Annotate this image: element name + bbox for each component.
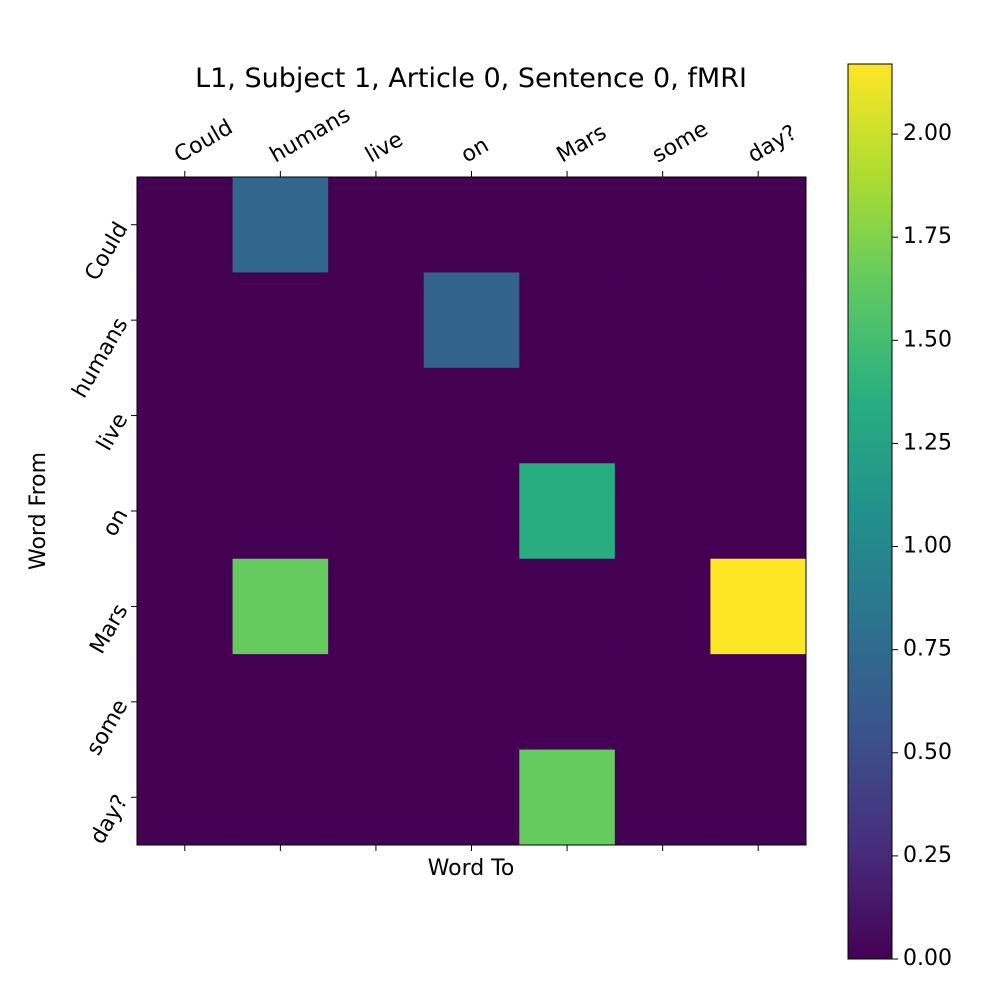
colorbar-tick-label: 1.00 — [903, 534, 952, 559]
x-tick-label: on — [457, 133, 493, 168]
heatmap-cell — [614, 654, 711, 751]
heatmap-cell — [328, 654, 425, 751]
y-tick-label: day? — [86, 791, 134, 849]
colorbar-tick-label: 1.75 — [903, 224, 952, 249]
heatmap-cell — [232, 654, 329, 751]
heatmap-cell — [710, 177, 807, 273]
heatmap-cell — [710, 367, 807, 464]
heatmap-cell — [232, 558, 329, 655]
x-tick-label: some — [648, 117, 712, 169]
heatmap-cell — [614, 177, 711, 273]
heatmap-cell — [710, 272, 807, 369]
y-tick-label: some — [82, 695, 134, 759]
heatmap-cell — [519, 558, 616, 655]
heatmap-cell — [137, 177, 234, 273]
heatmap-cell — [710, 749, 807, 846]
y-tick-label: live — [92, 409, 133, 455]
colorbar-ticks: 0.00 0.25 0.50 0.75 1.00 1.25 1.50 1.75 2.00 — [892, 121, 952, 971]
heatmap-cell — [614, 463, 711, 560]
heatmap-cell — [328, 272, 425, 369]
heatmap-cell — [137, 558, 234, 655]
heatmap-cell — [710, 463, 807, 560]
heatmap-cell — [423, 177, 520, 273]
heatmap-cell — [710, 558, 807, 655]
colorbar-tick-label: 1.50 — [903, 327, 952, 352]
y-tick-label: Mars — [85, 600, 133, 658]
heatmap-cell — [137, 654, 234, 751]
x-axis-label: Word To — [428, 856, 515, 881]
heatmap-cell — [137, 463, 234, 560]
x-tick-labels: Could humans live on Mars some day? — [170, 102, 801, 168]
heatmap-cell — [232, 272, 329, 369]
heatmap-cell — [232, 749, 329, 846]
heatmap-cell — [614, 749, 711, 846]
heatmap-cell — [423, 654, 520, 751]
colorbar — [847, 63, 893, 960]
heatmap-cell — [232, 463, 329, 560]
colorbar-tick-label: 2.00 — [903, 121, 952, 146]
heatmap-cell — [328, 749, 425, 846]
x-tick-label: Mars — [553, 120, 611, 168]
heatmap-cell — [232, 177, 329, 273]
heatmap-cell — [137, 749, 234, 846]
heatmap-cell — [519, 177, 616, 273]
heatmap-cell — [614, 272, 711, 369]
y-tick-label: humans — [68, 314, 134, 403]
y-axis-label: Word From — [26, 452, 51, 570]
heatmap-cell — [328, 177, 425, 273]
heatmap-cell — [519, 367, 616, 464]
y-tick-marks — [131, 224, 137, 798]
heatmap-cell — [519, 463, 616, 560]
heatmap-cell — [519, 272, 616, 369]
heatmap-cell — [614, 367, 711, 464]
heatmap-cell — [519, 654, 616, 751]
heatmap-cell — [710, 654, 807, 751]
heatmap-cell — [423, 749, 520, 846]
x-tick-label: live — [361, 127, 407, 168]
y-tick-label: on — [98, 505, 133, 541]
heatmap-cell — [519, 749, 616, 846]
heatmap-cell — [328, 367, 425, 464]
heatmap-cell — [328, 463, 425, 560]
colorbar-tick-label: 0.00 — [903, 946, 952, 971]
heatmap-cells — [137, 177, 807, 846]
heatmap-cell — [423, 272, 520, 369]
colorbar-tick-label: 1.25 — [903, 430, 952, 455]
colorbar-tick-label: 0.75 — [903, 637, 952, 662]
y-tick-label: Could — [80, 218, 133, 285]
x-tick-label: Could — [170, 115, 237, 168]
heatmap-cell — [137, 367, 234, 464]
heatmap-cell — [423, 558, 520, 655]
y-tick-labels: Could humans live on Mars some day? — [68, 218, 134, 848]
heatmap-cell — [423, 367, 520, 464]
heatmap-cell — [328, 558, 425, 655]
heatmap-cell — [232, 367, 329, 464]
colorbar-tick-label: 0.25 — [903, 843, 952, 868]
heatmap-cell — [614, 558, 711, 655]
x-tick-label: day? — [744, 120, 802, 168]
heatmap-cell — [423, 463, 520, 560]
x-tick-marks — [184, 171, 759, 851]
chart-title: L1, Subject 1, Article 0, Sentence 0, fM… — [195, 63, 747, 94]
heatmap-cell — [137, 272, 234, 369]
x-tick-label: humans — [266, 102, 355, 168]
colorbar-tick-label: 0.50 — [903, 740, 952, 765]
